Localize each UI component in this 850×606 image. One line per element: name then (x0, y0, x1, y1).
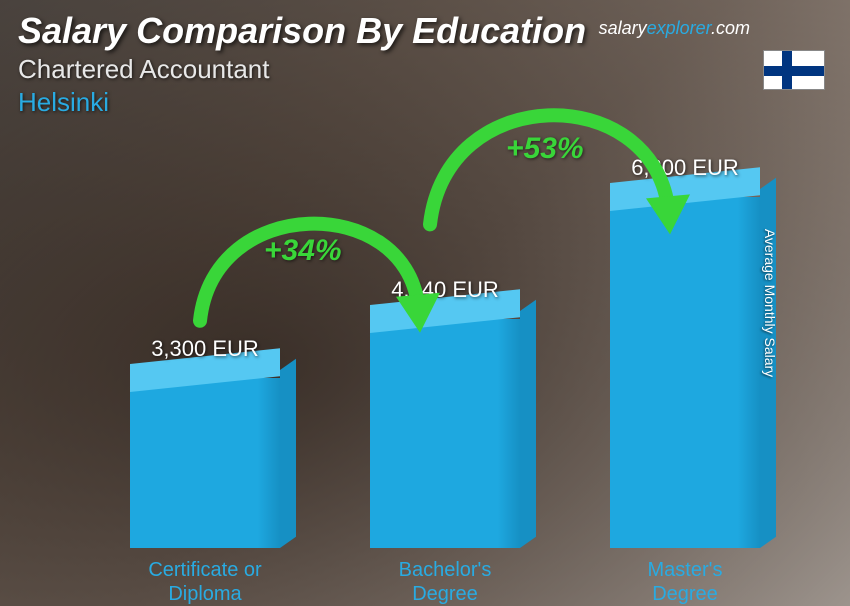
arrow-icon (410, 84, 710, 264)
increase-arrow-1: +53% (410, 84, 710, 264)
finland-flag-icon (763, 50, 825, 90)
job-title: Chartered Accountant (18, 54, 586, 85)
bar-category-label: Bachelor'sDegree (399, 558, 492, 606)
page-title: Salary Comparison By Education (18, 10, 586, 52)
bar-0: 3,300 EURCertificate orDiploma (130, 378, 280, 548)
brand-part2: explorer (647, 18, 711, 38)
salary-bar-chart: 3,300 EURCertificate orDiploma4,440 EURB… (0, 66, 850, 606)
bar-side-face (520, 300, 536, 548)
brand-logo: salaryexplorer.com (599, 18, 750, 39)
y-axis-label: Average Monthly Salary (762, 229, 778, 377)
bar-body: 3,300 EURCertificate orDiploma (130, 378, 280, 548)
brand-part1: salary (599, 18, 647, 38)
increase-percent-label: +53% (506, 132, 584, 166)
increase-percent-label: +34% (264, 234, 342, 268)
bar-side-face (280, 359, 296, 548)
bar-front-face (130, 378, 280, 548)
bar-category-label: Master'sDegree (648, 558, 723, 606)
brand-part3: .com (711, 18, 750, 38)
bar-category-label: Certificate orDiploma (148, 558, 261, 606)
